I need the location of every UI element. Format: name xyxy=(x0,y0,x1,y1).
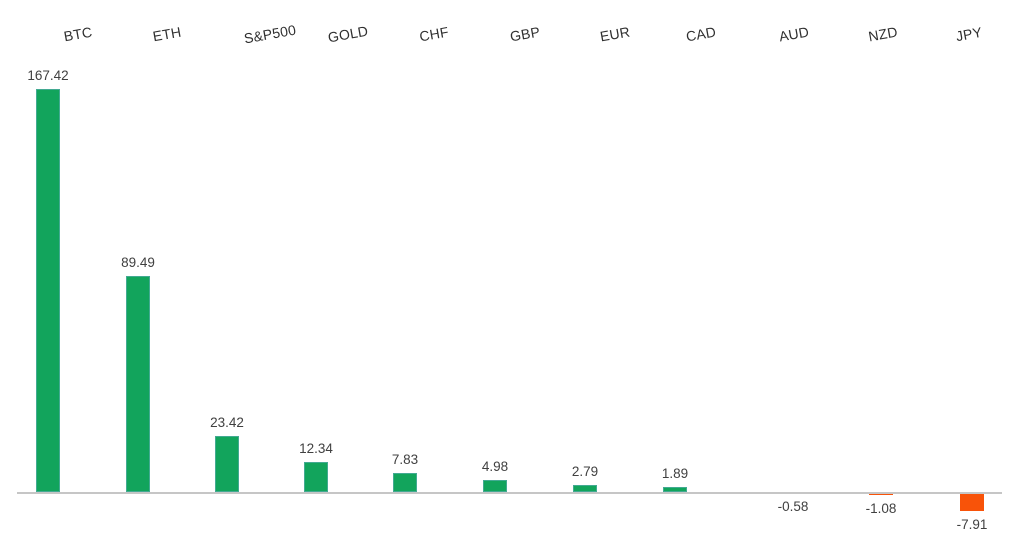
bar-sp500 xyxy=(215,435,239,492)
category-label-jpy: JPY xyxy=(954,23,984,45)
value-label-sp500: 23.42 xyxy=(210,414,244,430)
bar-eth xyxy=(126,276,150,492)
category-label-eur: EUR xyxy=(598,23,632,45)
value-label-btc: 167.42 xyxy=(27,67,69,83)
bar-gbp xyxy=(483,479,507,492)
bar-gold xyxy=(304,462,328,492)
bar-cad xyxy=(663,487,687,492)
bar-chf xyxy=(393,473,417,492)
category-label-gbp: GBP xyxy=(508,23,542,45)
value-label-gbp: 4.98 xyxy=(481,458,509,474)
category-label-eth: ETH xyxy=(151,23,183,45)
value-label-nzd: -1.08 xyxy=(865,500,897,516)
category-label-nzd: NZD xyxy=(867,23,899,45)
value-label-jpy: -7.91 xyxy=(956,517,988,533)
bar-eur xyxy=(573,485,597,492)
category-label-cad: CAD xyxy=(684,23,718,45)
category-label-btc: BTC xyxy=(62,23,94,45)
category-label-aud: AUD xyxy=(777,23,811,45)
bar-jpy xyxy=(960,492,984,512)
value-label-cad: 1.89 xyxy=(661,466,689,482)
bar-btc xyxy=(36,88,60,492)
value-label-aud: -0.58 xyxy=(777,499,809,515)
value-label-eur: 2.79 xyxy=(571,464,599,480)
value-label-gold: 12.34 xyxy=(299,441,333,457)
value-label-eth: 89.49 xyxy=(121,255,155,271)
category-label-chf: CHF xyxy=(418,23,450,45)
value-label-chf: 7.83 xyxy=(391,452,419,468)
x-axis-line xyxy=(17,492,1002,494)
